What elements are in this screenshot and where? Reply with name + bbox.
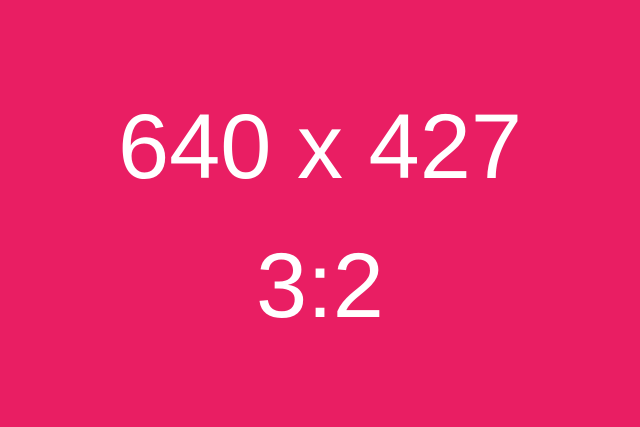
aspect-ratio-label: 3:2 <box>256 235 384 337</box>
dimensions-label: 640 x 427 <box>117 96 523 198</box>
